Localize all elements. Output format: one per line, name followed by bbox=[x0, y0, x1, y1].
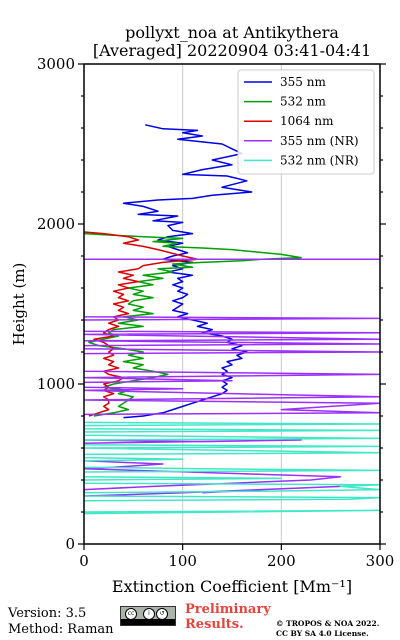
preliminary-notice: Preliminary Results. bbox=[185, 602, 271, 632]
x-tick-label-2: 200 bbox=[267, 552, 296, 570]
y-tick-label-3: 3000 bbox=[37, 55, 75, 73]
legend-label-0: 355 nm bbox=[280, 75, 326, 89]
cc-license-badge: cc i ↺ bbox=[120, 606, 176, 626]
method-label: Method: Raman bbox=[8, 622, 114, 637]
legend-label-2: 1064 nm bbox=[280, 114, 334, 128]
cc-icon: cc bbox=[125, 608, 137, 620]
x-tick-label-3: 300 bbox=[366, 552, 395, 570]
series-line-3 bbox=[84, 258, 380, 497]
chart-title: pollyxt_noa at Antikythera bbox=[125, 23, 339, 42]
x-axis-label: Extinction Coefficient [Mm⁻¹] bbox=[112, 577, 352, 596]
x-tick-label-1: 100 bbox=[168, 552, 197, 570]
x-tick-label-0: 0 bbox=[79, 552, 89, 570]
copyright-line-1: © TROPOS & NOA 2022. bbox=[276, 619, 380, 628]
legend: 355 nm 532 nm 1064 nm 355 nm (NR) 532 nm (NR… bbox=[237, 69, 375, 175]
legend-label-4: 532 nm (NR) bbox=[280, 153, 359, 167]
series-line-1 bbox=[84, 232, 302, 417]
cc-badge-strip bbox=[121, 619, 175, 625]
chart: pollyxt_noa at Antikythera [Averaged] 20… bbox=[10, 23, 395, 596]
version-label: Version: 3.5 bbox=[8, 606, 87, 621]
copyright-line-2: CC BY SA 4.0 License. bbox=[276, 629, 369, 638]
series-group bbox=[84, 124, 380, 515]
y-axis-label: Height (m) bbox=[10, 263, 28, 346]
series-line-2 bbox=[84, 231, 199, 417]
chart-subtitle: [Averaged] 20220904 03:41-04:41 bbox=[93, 41, 371, 60]
legend-label-3: 355 nm (NR) bbox=[280, 134, 359, 148]
series-line-4 bbox=[84, 421, 380, 515]
y-tick-label-1: 1000 bbox=[37, 375, 75, 393]
y-tick-label-0: 0 bbox=[65, 535, 75, 553]
y-tick-label-2: 2000 bbox=[37, 215, 75, 233]
legend-label-1: 532 nm bbox=[280, 95, 326, 109]
copyright-notice: © TROPOS & NOA 2022. CC BY SA 4.0 Licens… bbox=[276, 619, 379, 639]
legend-box bbox=[237, 69, 375, 175]
plot-frame bbox=[83, 63, 381, 545]
preliminary-line-2: Results. bbox=[185, 617, 244, 632]
series-line-0 bbox=[122, 124, 253, 419]
preliminary-line-1: Preliminary bbox=[185, 602, 271, 617]
